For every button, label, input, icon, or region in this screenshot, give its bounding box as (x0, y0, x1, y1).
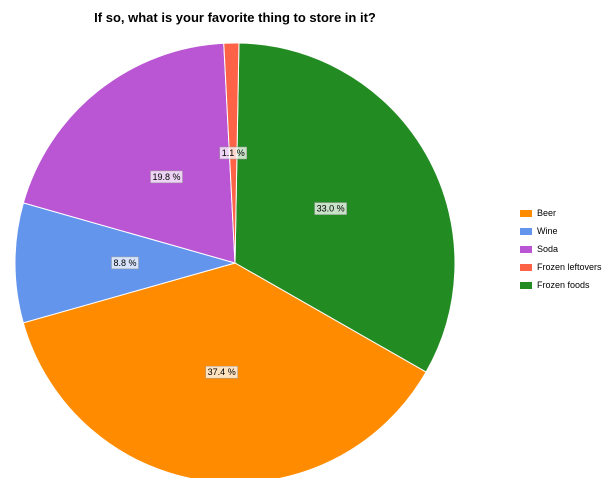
data-label-beer: 37.4 % (205, 365, 238, 379)
legend-swatch-frozen-foods (520, 281, 532, 289)
legend-swatch-frozen-leftovers (520, 263, 532, 271)
svg-text:1.1 %: 1.1 % (222, 148, 245, 158)
legend-label-frozen-leftovers: Frozen leftovers (537, 262, 602, 272)
svg-text:19.8 %: 19.8 % (152, 172, 180, 182)
svg-text:33.0 %: 33.0 % (317, 204, 345, 214)
pie-slice-soda (22, 42, 236, 264)
legend-label-wine: Wine (537, 226, 558, 236)
legend-swatch-soda (520, 245, 532, 253)
svg-text:37.4 %: 37.4 % (208, 367, 236, 377)
data-label-soda: 19.8 % (150, 170, 183, 184)
data-label-frozen-leftovers: 1.1 % (219, 146, 247, 160)
legend-item-soda: Soda (520, 240, 602, 258)
legend-item-frozen-foods: Frozen foods (520, 276, 602, 294)
legend-label-soda: Soda (537, 244, 559, 254)
chart-title: If so, what is your favorite thing to st… (94, 10, 376, 25)
legend-swatch-wine (520, 227, 532, 235)
legend-item-beer: Beer (520, 204, 602, 222)
legend-swatch-beer (520, 209, 532, 217)
svg-text:8.8 %: 8.8 % (113, 258, 136, 268)
legend-item-wine: Wine (520, 222, 602, 240)
data-label-wine: 8.8 % (111, 256, 139, 270)
legend-label-frozen-foods: Frozen foods (537, 280, 590, 290)
legend-label-beer: Beer (537, 208, 557, 218)
legend-item-frozen-leftovers: Frozen leftovers (520, 258, 602, 276)
data-label-frozen-foods: 33.0 % (314, 202, 347, 215)
legend: Beer Wine Soda Frozen leftovers Frozen f… (520, 204, 602, 294)
